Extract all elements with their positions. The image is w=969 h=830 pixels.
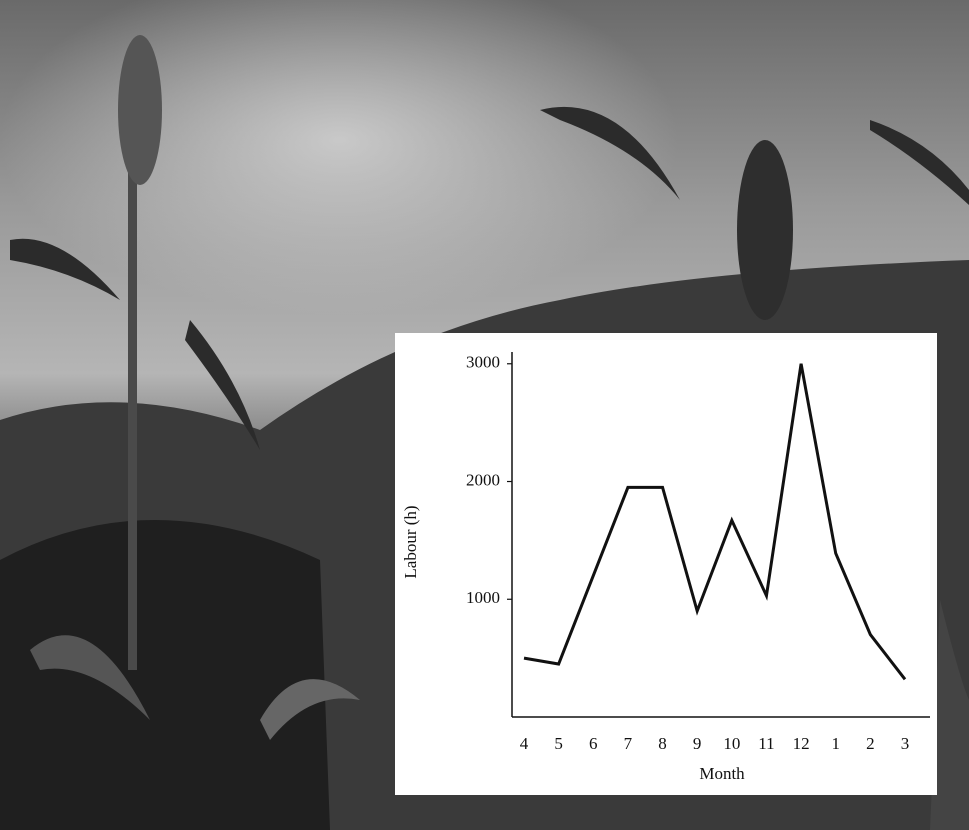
x-tick-label: 9 — [693, 734, 702, 753]
x-tick-label: 11 — [758, 734, 774, 753]
x-axis-label: Month — [699, 764, 745, 783]
x-tick-label: 1 — [831, 734, 840, 753]
page: {"chart_data": {"type": "line", "categor… — [0, 0, 969, 830]
y-tick-label: 1000 — [466, 588, 500, 607]
x-tick-label: 12 — [793, 734, 810, 753]
x-tick-label: 3 — [901, 734, 910, 753]
x-tick-label: 6 — [589, 734, 598, 753]
x-tick-label: 8 — [658, 734, 667, 753]
x-tick-label: 7 — [624, 734, 633, 753]
chart-panel — [395, 333, 937, 795]
x-tick-label: 4 — [520, 734, 529, 753]
y-axis-label: Labour (h) — [401, 505, 420, 578]
y-tick-label: 2000 — [466, 470, 500, 489]
y-tick-label: 3000 — [466, 353, 500, 372]
screenshot: Labour (h) Month 10002000300045678910111… — [0, 0, 969, 830]
x-tick-label: 5 — [554, 734, 563, 753]
x-tick-label: 10 — [723, 734, 740, 753]
x-tick-label: 2 — [866, 734, 875, 753]
